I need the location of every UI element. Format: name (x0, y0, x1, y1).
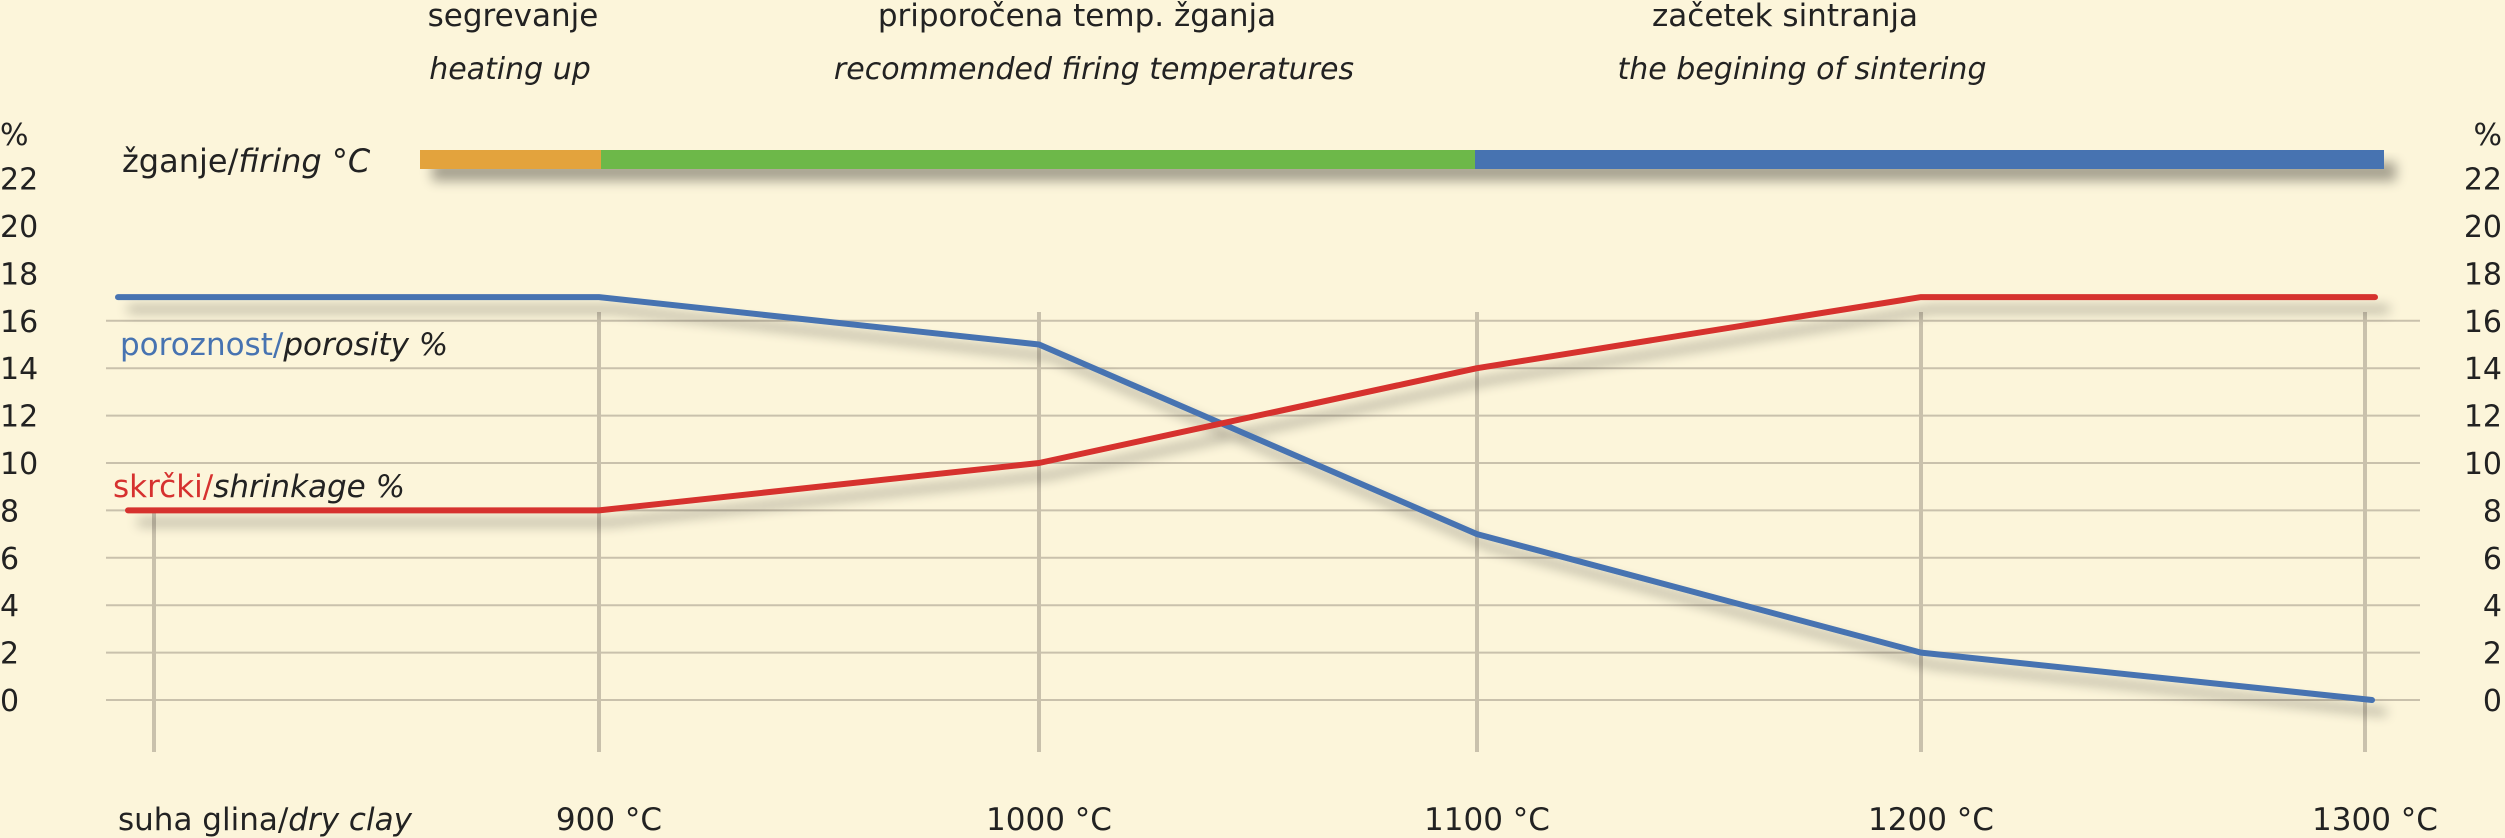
x-axis: suha glina/dry clay 900 °C 1000 °C 1100 °C 1… (118, 802, 2438, 838)
porosity-label-sl: poroznost/ (120, 327, 284, 363)
y-tick-label: 10 (2464, 447, 2502, 482)
y-unit-label: % (2473, 118, 2502, 153)
y-tick-label: 18 (0, 257, 38, 292)
y-tick-label: 6 (2483, 542, 2502, 577)
y-tick-label: 2 (2483, 637, 2502, 672)
firing-bar-label: žganje/firing °C (122, 142, 371, 180)
firing-bar-label-en: firing °C (238, 142, 370, 180)
porosity-label: poroznost/porosity % (120, 327, 448, 363)
y-tick-label: 20 (2464, 210, 2502, 245)
phase-2-title: priporočena temp. žganja (878, 0, 1276, 34)
y-tick-label: 10 (0, 447, 38, 482)
x-tick-label: 1300 °C (2312, 802, 2438, 838)
y-axis-left: 0 2 4 6 8 10 12 14 16 18 20 22% (0, 118, 38, 719)
y-tick-label: 0 (0, 684, 19, 719)
y-tick-label: 22 (0, 163, 38, 198)
phase-headers: segrevanje heating up priporočena temp. … (428, 0, 1987, 87)
x-tick-label: 1100 °C (1424, 802, 1550, 838)
phase-3-subtitle: the begining of sintering (1618, 52, 1987, 87)
phase-1-subtitle: heating up (429, 52, 591, 87)
porosity-label-en: porosity % (282, 327, 448, 363)
y-tick-label: 16 (0, 305, 38, 340)
phase-1-title: segrevanje (428, 0, 599, 34)
y-unit-label: % (0, 118, 29, 153)
firing-bar: žganje/firing °C (122, 142, 2384, 180)
series-line-porosity (115, 294, 2375, 703)
y-axis-right: 0 2 4 6 8 10 12 14 16 18 20 22% (2464, 118, 2502, 719)
firing-bar-segment-3 (1475, 150, 2384, 169)
y-tick-label: 2 (0, 637, 19, 672)
y-tick-label: 4 (2483, 589, 2502, 624)
y-tick-label: 4 (0, 589, 19, 624)
firing-bar-segment-2 (601, 150, 1475, 169)
y-tick-label: 22 (2464, 163, 2502, 198)
phase-2-subtitle: recommended firing temperatures (834, 52, 1354, 87)
y-tick-label: 14 (0, 352, 38, 387)
chart-grid (106, 312, 2420, 752)
y-tick-label: 0 (2483, 684, 2502, 719)
y-tick-label: 18 (2464, 257, 2502, 292)
firing-bar-label-sl: žganje/ (122, 142, 239, 180)
y-tick-label: 14 (2464, 352, 2502, 387)
x-tick-label: suha glina/dry clay (118, 802, 413, 838)
y-tick-label: 6 (0, 542, 19, 577)
firing-bar-segment-1 (420, 150, 601, 169)
x-tick-label: 1200 °C (1868, 802, 1994, 838)
shrinkage-label-en: shrinkage % (213, 469, 405, 505)
y-tick-label: 20 (0, 210, 38, 245)
phase-3-title: začetek sintranja (1652, 0, 1918, 34)
y-tick-label: 8 (0, 494, 19, 529)
y-tick-label: 12 (2464, 400, 2502, 435)
y-tick-label: 8 (2483, 494, 2502, 529)
y-tick-label: 16 (2464, 305, 2502, 340)
series-lines (115, 294, 2378, 703)
series-line-shrinkage (125, 294, 2378, 514)
shrinkage-label-sl: skrčki/ (113, 469, 214, 505)
x-tick-label: 900 °C (556, 802, 662, 838)
x-tick-label: 1000 °C (986, 802, 1112, 838)
y-tick-label: 12 (0, 400, 38, 435)
shrinkage-label: skrčki/shrinkage % (113, 469, 405, 505)
